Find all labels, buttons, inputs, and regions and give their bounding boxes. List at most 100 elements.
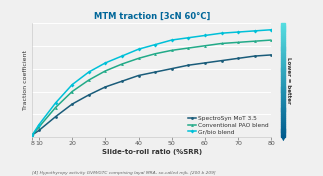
Bar (281, 126, 286, 128)
Bar (281, 38, 286, 40)
Conventional PAO blend (220, 42, 224, 45)
Bar (281, 101, 286, 103)
Bar (281, 106, 286, 109)
Bar (281, 32, 286, 34)
Gr/bio blend (37, 124, 41, 126)
Bar (281, 133, 286, 135)
SpectroSyn MoT 3.5 (120, 80, 124, 82)
SpectroSyn MoT 3.5 (153, 71, 157, 73)
Gr/bio blend (269, 29, 273, 31)
Bar (281, 124, 286, 126)
Bar (281, 30, 286, 32)
Conventional PAO blend (120, 63, 124, 65)
Bar (281, 25, 286, 27)
Y-axis label: Traction coefficient: Traction coefficient (23, 50, 28, 110)
Bar (281, 99, 286, 101)
Bar (281, 67, 286, 69)
Bar (281, 55, 286, 57)
Line: Conventional PAO blend: Conventional PAO blend (31, 39, 273, 136)
SpectroSyn MoT 3.5 (236, 57, 240, 59)
Conventional PAO blend (30, 134, 34, 136)
Bar (281, 42, 286, 44)
Gr/bio blend (137, 48, 141, 50)
Legend: SpectroSyn MoT 3.5, Conventional PAO blend, Gr/bio blend: SpectroSyn MoT 3.5, Conventional PAO ble… (188, 116, 268, 134)
Text: Lower = better: Lower = better (286, 57, 291, 103)
Bar (281, 82, 286, 84)
Bar (281, 51, 286, 53)
SpectroSyn MoT 3.5 (269, 54, 273, 56)
Bar (281, 95, 286, 97)
Gr/bio blend (87, 71, 91, 73)
Bar (281, 78, 286, 80)
Gr/bio blend (170, 39, 174, 41)
Bar (281, 89, 286, 92)
Gr/bio blend (103, 62, 107, 64)
Bar (281, 131, 286, 133)
Bar (281, 68, 286, 71)
Bar (281, 105, 286, 107)
Bar (281, 72, 286, 74)
SpectroSyn MoT 3.5 (30, 134, 34, 136)
Bar (281, 57, 286, 59)
Bar (281, 91, 286, 93)
SpectroSyn MoT 3.5 (87, 94, 91, 96)
Gr/bio blend (54, 102, 57, 104)
Line: SpectroSyn MoT 3.5: SpectroSyn MoT 3.5 (31, 54, 273, 136)
Gr/bio blend (120, 55, 124, 57)
Conventional PAO blend (236, 41, 240, 43)
SpectroSyn MoT 3.5 (203, 62, 207, 64)
SpectroSyn MoT 3.5 (170, 68, 174, 70)
Gr/bio blend (220, 32, 224, 34)
Bar (281, 93, 286, 95)
Gr/bio blend (236, 31, 240, 33)
Bar (281, 114, 286, 116)
Bar (281, 48, 286, 50)
Gr/bio blend (186, 37, 190, 39)
Line: Gr/bio blend: Gr/bio blend (31, 28, 273, 136)
SpectroSyn MoT 3.5 (54, 116, 57, 118)
Bar (281, 118, 286, 120)
Bar (281, 128, 286, 130)
Bar (281, 97, 286, 99)
Bar (281, 116, 286, 118)
Bar (281, 87, 286, 90)
Conventional PAO blend (70, 90, 74, 93)
Bar (281, 108, 286, 111)
Conventional PAO blend (153, 53, 157, 55)
Bar (281, 59, 286, 61)
Bar (281, 70, 286, 73)
SpectroSyn MoT 3.5 (137, 74, 141, 77)
Bar (281, 110, 286, 112)
Bar (281, 23, 286, 25)
Conventional PAO blend (54, 106, 57, 109)
Conventional PAO blend (186, 47, 190, 49)
Conventional PAO blend (137, 57, 141, 59)
SpectroSyn MoT 3.5 (37, 129, 41, 131)
Bar (281, 135, 286, 137)
Bar (281, 34, 286, 36)
Text: [4] Hypothyropy activity GVM/GTC comprising layal MRA, so-called mjk, [200 b 209: [4] Hypothyropy activity GVM/GTC compris… (32, 171, 216, 175)
X-axis label: Slide-to-roll ratio (%SRR): Slide-to-roll ratio (%SRR) (102, 149, 202, 155)
Bar (281, 122, 286, 124)
Bar (281, 61, 286, 63)
Gr/bio blend (203, 34, 207, 37)
Bar (281, 63, 286, 65)
SpectroSyn MoT 3.5 (253, 55, 257, 57)
Gr/bio blend (70, 84, 74, 86)
SpectroSyn MoT 3.5 (220, 59, 224, 62)
Bar (281, 103, 286, 105)
SpectroSyn MoT 3.5 (103, 86, 107, 88)
Conventional PAO blend (269, 39, 273, 41)
Bar (281, 44, 286, 46)
Bar (281, 49, 286, 51)
Gr/bio blend (30, 134, 34, 136)
Conventional PAO blend (103, 70, 107, 72)
Bar (281, 28, 286, 30)
Bar (281, 120, 286, 122)
Gr/bio blend (253, 30, 257, 32)
Bar (281, 84, 286, 86)
Conventional PAO blend (253, 40, 257, 42)
Conventional PAO blend (203, 45, 207, 47)
Gr/bio blend (153, 43, 157, 46)
Title: MTM traction [3cN 60°C]: MTM traction [3cN 60°C] (94, 12, 210, 21)
